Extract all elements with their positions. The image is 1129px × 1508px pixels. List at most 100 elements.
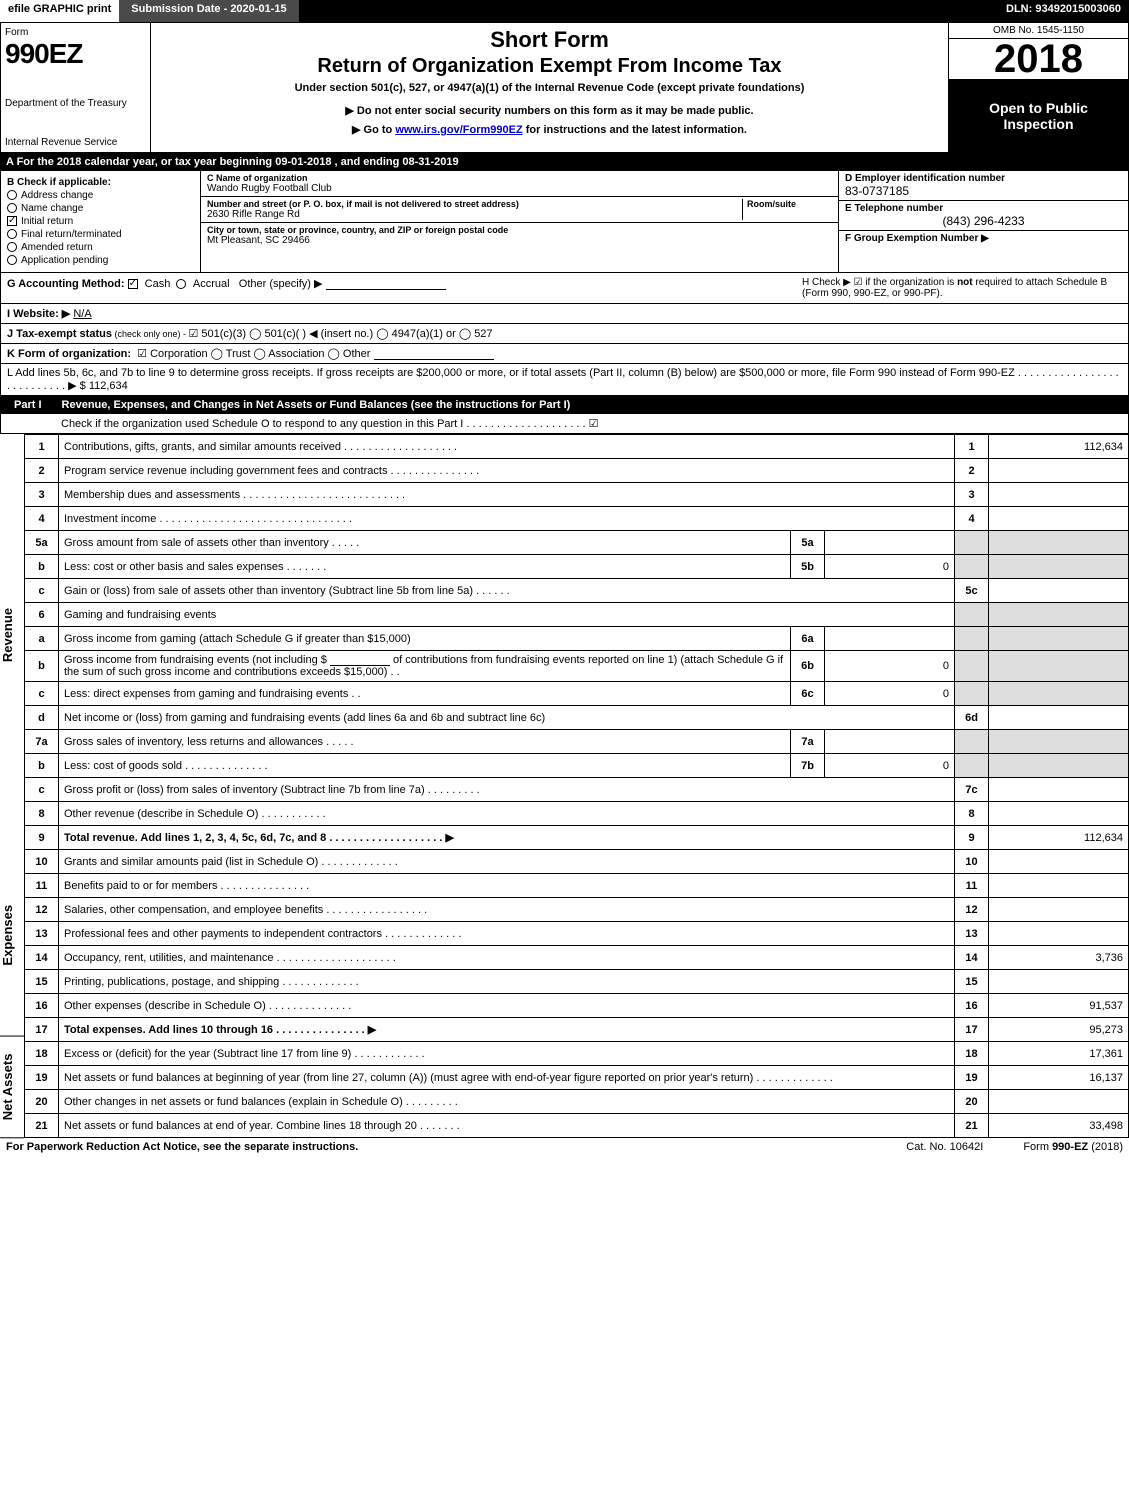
r18-d: Excess or (deficit) for the year (Subtra…	[59, 1042, 955, 1066]
r6b-ml: 6b	[791, 651, 825, 682]
r5b-ml: 5b	[791, 555, 825, 579]
r7b-amt-shade	[989, 754, 1129, 778]
addr-label: Number and street (or P. O. box, if mail…	[207, 199, 742, 209]
cal-begin: 09-01-2018	[275, 156, 331, 168]
k-opts[interactable]: ☑ Corporation ◯ Trust ◯ Association ◯ Ot…	[137, 348, 370, 360]
r5c-d: Gain or (loss) from sale of assets other…	[59, 579, 955, 603]
j-opts[interactable]: ☑ 501(c)(3) ◯ 501(c)( ) ◀ (insert no.) ◯…	[188, 328, 492, 340]
h-text1: H Check ▶ ☑ if the organization is	[802, 277, 957, 288]
r6b-d-pre: Gross income from fundraising events (no…	[64, 654, 330, 666]
row-7a: 7aGross sales of inventory, less returns…	[25, 730, 1129, 754]
row-8: 8Other revenue (describe in Schedule O) …	[25, 802, 1129, 826]
section-c: C Name of organization Wando Rugby Footb…	[201, 171, 838, 272]
row-18: 18Excess or (deficit) for the year (Subt…	[25, 1042, 1129, 1066]
row-5a: 5aGross amount from sale of assets other…	[25, 531, 1129, 555]
dept-treasury: Department of the Treasury	[5, 98, 146, 109]
r7c-n: c	[25, 778, 59, 802]
row-11: 11Benefits paid to or for members . . . …	[25, 874, 1129, 898]
part1-title: Revenue, Expenses, and Changes in Net As…	[62, 399, 571, 411]
k-label: K Form of organization:	[7, 348, 131, 360]
r20-ln: 20	[955, 1090, 989, 1114]
g-other-blank[interactable]	[326, 278, 446, 290]
row-12: 12Salaries, other compensation, and empl…	[25, 898, 1129, 922]
j-small: (check only one) -	[112, 329, 189, 339]
g-accrual-check[interactable]	[176, 279, 186, 289]
r2-d: Program service revenue including govern…	[59, 459, 955, 483]
chk-initial-return[interactable]: Initial return	[7, 216, 194, 227]
r7b-n: b	[25, 754, 59, 778]
group-exemption-cell: F Group Exemption Number ▶	[839, 231, 1128, 246]
lines-table: 1Contributions, gifts, grants, and simil…	[24, 434, 1129, 1138]
r19-amt: 16,137	[989, 1066, 1129, 1090]
r14-ln: 14	[955, 946, 989, 970]
room-label: Room/suite	[747, 199, 832, 209]
cal-pre: A For the 2018 calendar year, or tax yea…	[6, 156, 275, 168]
section-h: H Check ▶ ☑ if the organization is not r…	[802, 277, 1122, 299]
r14-amt: 3,736	[989, 946, 1129, 970]
submission-date-label: Submission Date - 2020-01-15	[119, 0, 298, 22]
r6c-n: c	[25, 682, 59, 706]
r1-ln: 1	[955, 435, 989, 459]
r10-ln: 10	[955, 850, 989, 874]
section-b-heading: B Check if applicable:	[7, 177, 194, 188]
r4-d: Investment income . . . . . . . . . . . …	[59, 507, 955, 531]
chk-final-return[interactable]: Final return/terminated	[7, 229, 194, 240]
ein-label: D Employer identification number	[845, 173, 1122, 184]
addr-cell: Number and street (or P. O. box, if mail…	[201, 197, 838, 223]
form-header: Form 990EZ Department of the Treasury In…	[0, 22, 1129, 153]
k-other-blank[interactable]	[374, 348, 494, 360]
irs-link[interactable]: www.irs.gov/Form990EZ	[395, 124, 522, 136]
r5b-ln-shade	[955, 555, 989, 579]
g-h-row: G Accounting Method: Cash Accrual Other …	[0, 273, 1129, 304]
row-6a: aGross income from gaming (attach Schedu…	[25, 627, 1129, 651]
r11-n: 11	[25, 874, 59, 898]
r14-d: Occupancy, rent, utilities, and maintena…	[59, 946, 955, 970]
header-center: Short Form Return of Organization Exempt…	[151, 23, 948, 152]
row-7c: cGross profit or (loss) from sales of in…	[25, 778, 1129, 802]
chk-application-pending[interactable]: Application pending	[7, 255, 194, 266]
row-7b: bLess: cost of goods sold . . . . . . . …	[25, 754, 1129, 778]
r8-amt	[989, 802, 1129, 826]
r2-n: 2	[25, 459, 59, 483]
row-20: 20Other changes in net assets or fund ba…	[25, 1090, 1129, 1114]
r11-d: Benefits paid to or for members . . . . …	[59, 874, 955, 898]
r5a-d: Gross amount from sale of assets other t…	[59, 531, 791, 555]
g-accrual: Accrual	[193, 278, 230, 290]
phone-cell: E Telephone number (843) 296-4233	[839, 201, 1128, 231]
g-cash-check[interactable]	[128, 279, 138, 289]
chk-name-change[interactable]: Name change	[7, 203, 194, 214]
city-value: Mt Pleasant, SC 29466	[207, 235, 832, 246]
r6a-ln-shade	[955, 627, 989, 651]
r6c-ml: 6c	[791, 682, 825, 706]
r5a-ln-shade	[955, 531, 989, 555]
r21-amt: 33,498	[989, 1114, 1129, 1138]
r6c-ln-shade	[955, 682, 989, 706]
row-9: 9Total revenue. Add lines 1, 2, 3, 4, 5c…	[25, 826, 1129, 850]
r7b-ml: 7b	[791, 754, 825, 778]
r5b-mv: 0	[825, 555, 955, 579]
r7a-ml: 7a	[791, 730, 825, 754]
top-bar: efile GRAPHIC print Submission Date - 20…	[0, 0, 1129, 22]
row-5c: cGain or (loss) from sale of assets othe…	[25, 579, 1129, 603]
efile-print-label[interactable]: efile GRAPHIC print	[0, 0, 119, 22]
j-label: J Tax-exempt status	[7, 328, 112, 340]
chk-address-change[interactable]: Address change	[7, 190, 194, 201]
entity-block: B Check if applicable: Address change Na…	[0, 171, 1129, 273]
side-labels: Revenue Expenses Net Assets	[0, 434, 24, 1138]
cal-end: 08-31-2019	[402, 156, 458, 168]
r6-amt-shade	[989, 603, 1129, 627]
r13-d: Professional fees and other payments to …	[59, 922, 955, 946]
r7b-d: Less: cost of goods sold . . . . . . . .…	[59, 754, 791, 778]
part1-header: Part I Revenue, Expenses, and Changes in…	[0, 396, 1129, 414]
r8-ln: 8	[955, 802, 989, 826]
r6a-d: Gross income from gaming (attach Schedul…	[59, 627, 791, 651]
section-b: B Check if applicable: Address change Na…	[1, 171, 201, 272]
r15-amt	[989, 970, 1129, 994]
r11-ln: 11	[955, 874, 989, 898]
chk-amended-return[interactable]: Amended return	[7, 242, 194, 253]
under-section-text: Under section 501(c), 527, or 4947(a)(1)…	[155, 82, 944, 94]
row-19: 19Net assets or fund balances at beginni…	[25, 1066, 1129, 1090]
chk-name-change-label: Name change	[21, 203, 83, 214]
r2-ln: 2	[955, 459, 989, 483]
r6b-blank[interactable]	[330, 654, 390, 666]
